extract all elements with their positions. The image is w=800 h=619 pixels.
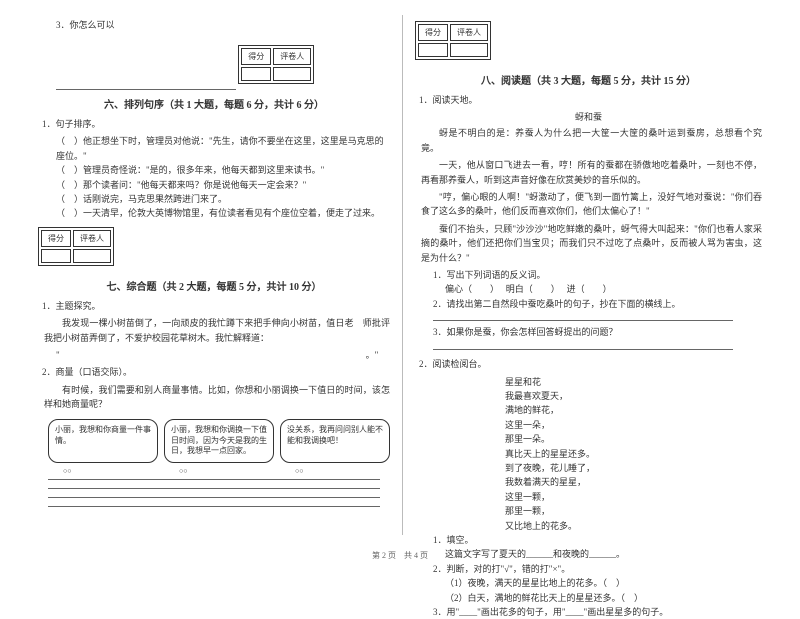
section-6-title: 六、排列句序（共 1 大题，每题 6 分，共计 6 分） bbox=[38, 96, 390, 111]
pl1: 满地的鲜花， bbox=[505, 403, 762, 417]
s7-q1-p: 我发现一棵小树苗倒了，一向顽皮的我忙蹲下来把手伸向小树苗，值日老 师批评我把小树… bbox=[44, 316, 390, 345]
s7-q2-p: 有时候，我们需要和别人商量事情。比如，你想和小丽调换一下值日的时间，该怎样和她商… bbox=[44, 383, 390, 412]
j1[interactable]: （2）白天，满地的鲜花比天上的星星还多。（ ） bbox=[445, 591, 762, 605]
p4: 蚕们不抬头，只顾"沙沙沙"地吃鲜嫩的桑叶，蚜气得大叫起来："你们也看人家采摘的桑… bbox=[421, 222, 762, 265]
column-divider bbox=[402, 15, 403, 535]
score-h2: 评卷人 bbox=[273, 48, 311, 65]
page-footer: 第 2 页 共 4 页 bbox=[0, 550, 800, 561]
tail-icon: ○○ bbox=[63, 467, 71, 476]
bubble-row: 小丽，我想和你商量一件事情。○○ 小丽，我想和你调换一下值日时间，因为今天是我的… bbox=[48, 419, 390, 462]
bubble-1-text: 小丽，我想和你商量一件事情。 bbox=[55, 425, 151, 444]
s6-l4[interactable]: （ ）一天清早，伦敦大英博物馆里，有位读者看见有个座位空着，便走了过来。 bbox=[56, 206, 390, 220]
pl7: 这里一颗， bbox=[505, 490, 762, 504]
score-h2b: 评卷人 bbox=[73, 230, 111, 247]
s6-l0[interactable]: （ ）他正想坐下时，管理员对他说："先生，请你不要坐在这里，这里是马克思的座位。… bbox=[56, 134, 390, 163]
q3-blank[interactable] bbox=[56, 89, 236, 90]
s6-l3[interactable]: （ ）话刚说完，马克思果然跨进门来了。 bbox=[56, 192, 390, 206]
r1s3-line[interactable] bbox=[433, 349, 733, 350]
r2s1: 1．填空。 bbox=[433, 533, 762, 547]
p3: "哼，偏心眼的人啊！"蚜激动了，便飞到一面竹篱上，没好气地对蚕说："你们吞食了这… bbox=[421, 190, 762, 219]
r1s2-line[interactable] bbox=[433, 320, 733, 321]
section-7-title: 七、综合题（共 2 大题，每题 5 分，共计 10 分） bbox=[38, 278, 390, 293]
score-cell-7[interactable] bbox=[41, 249, 71, 263]
s7-q2: 2．商量（口语交际）。 bbox=[42, 365, 390, 379]
bubble-1: 小丽，我想和你商量一件事情。○○ bbox=[48, 419, 158, 462]
p1: 蚜是不明白的是：养蚕人为什么把一大筐一大筐的桑叶运到蚕房，总想看个究竟。 bbox=[421, 126, 762, 155]
score-box-6: 得分评卷人 bbox=[238, 45, 314, 84]
score-h1: 得分 bbox=[241, 48, 271, 65]
ant-0[interactable]: 偏心（ ） bbox=[445, 284, 495, 294]
pl5: 到了夜晚，花儿睡了， bbox=[505, 461, 762, 475]
pl8: 那里一颗， bbox=[505, 504, 762, 518]
s6-l1[interactable]: （ ）管理员奇怪说："是的，很多年来，他每天都到这里来读书。" bbox=[56, 163, 390, 177]
pl3: 那里一朵。 bbox=[505, 432, 762, 446]
pl0: 我最喜欢夏天， bbox=[505, 389, 762, 403]
pl4: 真比天上的星星还多。 bbox=[505, 447, 762, 461]
passage-1-title: 蚜和蚕 bbox=[415, 110, 762, 123]
bubble-2-text: 小丽，我想和你调换一下值日时间，因为今天是我的生日，我想早一点回家。 bbox=[171, 425, 267, 455]
grader-cell-7[interactable] bbox=[73, 249, 111, 263]
score-h1c: 得分 bbox=[418, 24, 448, 41]
poem-title: 星星和花 bbox=[505, 375, 762, 389]
pl2: 这里一朵， bbox=[505, 418, 762, 432]
r1s1: 1．写出下列词语的反义词。 bbox=[433, 268, 762, 282]
r1s3: 3．如果你是蚕，你会怎样回答蚜提出的问题？ bbox=[433, 325, 762, 339]
score-box-7: 得分评卷人 bbox=[38, 227, 114, 266]
answer-lines[interactable] bbox=[48, 479, 380, 507]
score-cell[interactable] bbox=[241, 67, 271, 81]
r2: 2．阅读检阅台。 bbox=[419, 357, 762, 371]
j0[interactable]: （1）夜晚，满天的星星比地上的花多。（ ） bbox=[445, 576, 762, 590]
bubble-3-text: 没关系，我再问问别人能不能和我调换吧！ bbox=[287, 425, 383, 444]
bubble-2: 小丽，我想和你调换一下值日时间，因为今天是我的生日，我想早一点回家。○○ bbox=[164, 419, 274, 462]
r1s2: 2．请找出第二自然段中蚕吃桑叶的句子，抄在下面的横线上。 bbox=[433, 297, 762, 311]
score-h1b: 得分 bbox=[41, 230, 71, 247]
pl6: 我数着满天的星星， bbox=[505, 475, 762, 489]
s6-q1: 1．句子排序。 bbox=[42, 117, 390, 131]
section-8-title: 八、阅读题（共 3 大题，每题 5 分，共计 15 分） bbox=[415, 72, 762, 87]
grader-cell-8[interactable] bbox=[450, 43, 488, 57]
score-h2c: 评卷人 bbox=[450, 24, 488, 41]
s6-l2[interactable]: （ ）那个读者问："他每天都来吗？你是说他每天一定会来？" bbox=[56, 178, 390, 192]
antonym-row[interactable]: 偏心（ ） 明白（ ） 进（ ） bbox=[445, 282, 762, 296]
s7-q1-quote[interactable]: " 。" bbox=[56, 348, 390, 362]
p2: 一天，他从窗口飞进去一看，哼！所有的蚕都在骄傲地吃着桑叶，一刻也不停，再看那养蚕… bbox=[421, 158, 762, 187]
pl9: 又比地上的花多。 bbox=[505, 519, 762, 533]
tail-icon: ○○ bbox=[295, 467, 303, 476]
bubble-3: 没关系，我再问问别人能不能和我调换吧！○○ bbox=[280, 419, 390, 462]
ant-2[interactable]: 进（ ） bbox=[567, 284, 612, 294]
r2s3: 3．用"____"画出花多的句子，用"____"画出星星多的句子。 bbox=[433, 605, 762, 619]
r2s2: 2．判断，对的打"√"，错的打"×"。 bbox=[433, 562, 762, 576]
q3-text: 3．你怎么可以 bbox=[56, 18, 390, 31]
r1: 1．阅读天地。 bbox=[419, 93, 762, 107]
ant-1[interactable]: 明白（ ） bbox=[506, 284, 556, 294]
score-cell-8[interactable] bbox=[418, 43, 448, 57]
score-box-8: 得分评卷人 bbox=[415, 21, 491, 60]
s7-q1: 1．主题探究。 bbox=[42, 299, 390, 313]
tail-icon: ○○ bbox=[179, 467, 187, 476]
grader-cell[interactable] bbox=[273, 67, 311, 81]
